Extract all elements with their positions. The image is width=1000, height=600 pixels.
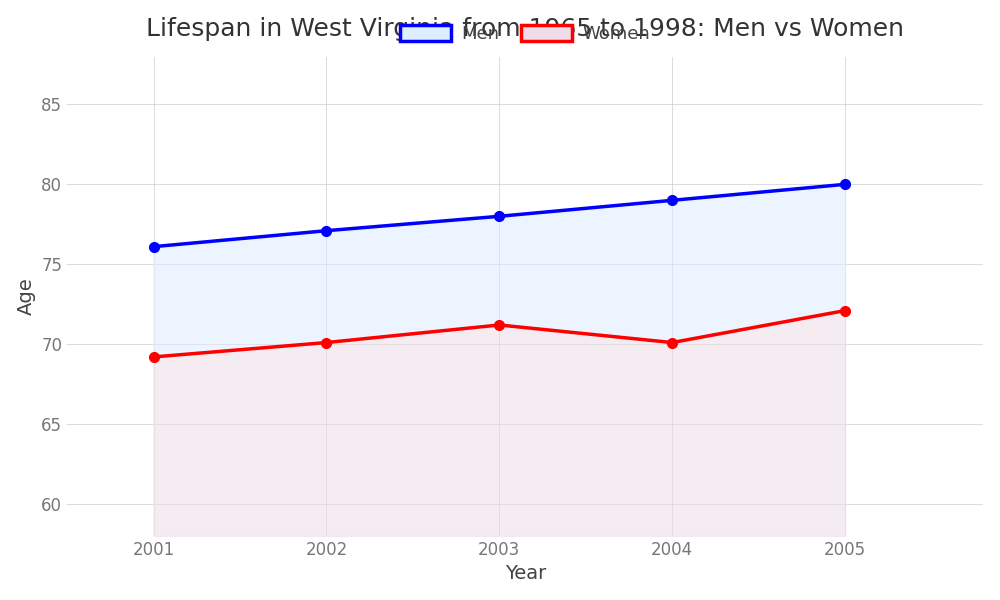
- Men: [839, 181, 851, 188]
- Men: [493, 213, 505, 220]
- Men: [320, 227, 332, 234]
- Y-axis label: Age: Age: [17, 277, 36, 315]
- Women: [320, 339, 332, 346]
- Men: [148, 243, 160, 250]
- Title: Lifespan in West Virginia from 1965 to 1998: Men vs Women: Lifespan in West Virginia from 1965 to 1…: [146, 17, 904, 41]
- Women: [493, 322, 505, 329]
- Line: Women: Women: [149, 306, 850, 362]
- X-axis label: Year: Year: [505, 565, 546, 583]
- Legend: Men, Women: Men, Women: [393, 17, 658, 50]
- Line: Men: Men: [149, 179, 850, 251]
- Women: [666, 339, 678, 346]
- Women: [839, 307, 851, 314]
- Men: [666, 197, 678, 204]
- Women: [148, 353, 160, 361]
